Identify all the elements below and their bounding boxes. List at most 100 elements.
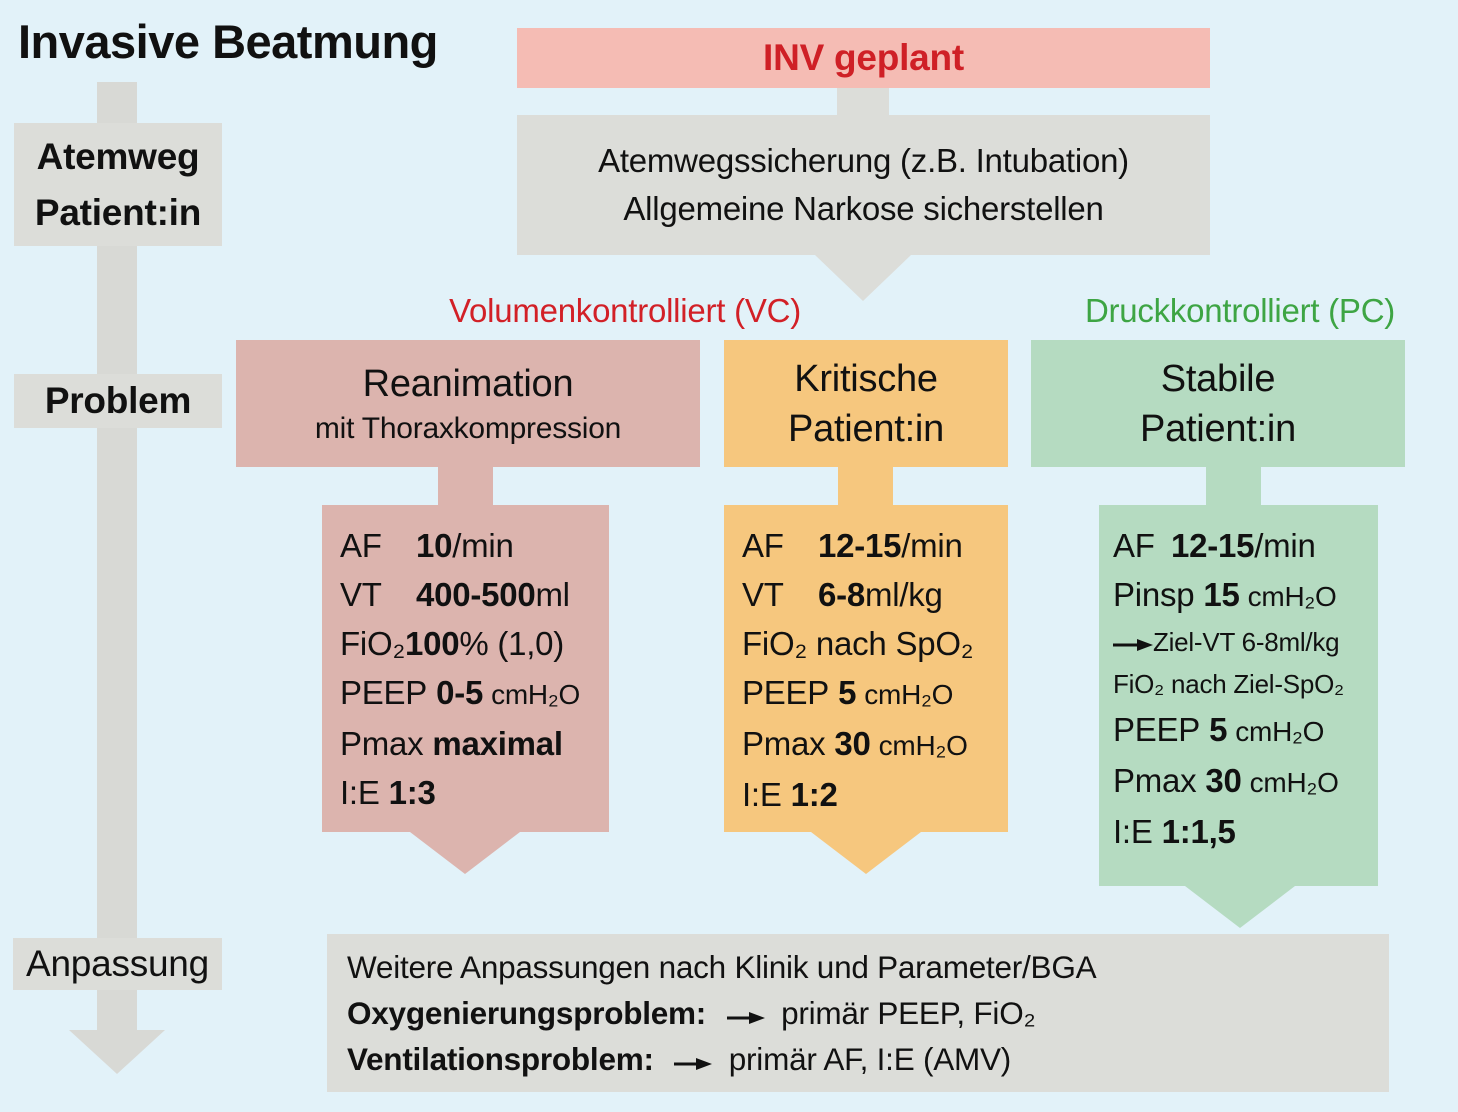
stat-row: FiO₂100% (1,0) <box>340 619 609 668</box>
stat-name: Pmax <box>340 725 424 762</box>
down-arrow-icon <box>815 255 911 301</box>
stat-value: 1:1,5 <box>1161 813 1236 850</box>
ventilation-text: primär AF, I:E (AMV) <box>728 1041 1012 1077</box>
column-critical-values: AF 12-15/min VT 6-8ml/kg FiO₂ nach SpO₂ PE… <box>724 505 1008 832</box>
adjustment-oxygenation-line: Oxygenierungsproblem: primär PEEP, FiO₂ <box>347 990 1389 1036</box>
stat-unit: /min <box>1254 527 1316 564</box>
stat-name: Pmax <box>742 725 826 762</box>
oxygenation-label: Oxygenierungsproblem: <box>347 995 707 1031</box>
stat-value: 15 <box>1203 576 1240 613</box>
airway-securing-box: Atemwegssicherung (z.B. Intubation) Allg… <box>517 115 1210 255</box>
stat-unit: % (1,0) <box>459 625 565 662</box>
stat-name: PEEP <box>340 674 428 711</box>
stat-value: 1:2 <box>790 776 838 813</box>
stat-value: 0-5 <box>436 674 484 711</box>
stat-name: Pinsp <box>1113 576 1195 613</box>
column-critical-title: Kritische <box>794 357 938 400</box>
stat-name: AF <box>340 527 382 564</box>
stat-name: AF <box>1113 527 1155 564</box>
airway-securing-line1: Atemwegssicherung (z.B. Intubation) <box>598 142 1129 179</box>
stat-value: 30 <box>834 725 871 762</box>
stat-row: FiO₂ nach Ziel-SpO₂ <box>1113 663 1378 705</box>
stat-unit: /min <box>452 527 514 564</box>
column-stable-header: Stabile Patient:in <box>1031 340 1405 467</box>
stat-name: I:E <box>1113 813 1153 850</box>
oxygenation-text: primär PEEP, FiO₂ <box>781 995 1036 1031</box>
stat-name: I:E <box>340 774 380 811</box>
stat-row: AF 12-15/min <box>742 521 1008 570</box>
arrow-right-icon <box>726 1012 765 1024</box>
column-reanimation-title: Reanimation <box>362 362 574 405</box>
stat-unit: cmH₂O <box>1249 767 1339 798</box>
column-critical-subtitle: Patient:in <box>787 407 945 450</box>
stat-unit: ml/kg <box>864 576 943 613</box>
stat-value: 5 <box>838 674 857 711</box>
column-stable-values: AF 12-15/min Pinsp 15 cmH₂O Ziel-VT 6-8ml/k… <box>1099 505 1378 886</box>
stat-unit: cmH₂O <box>864 679 954 710</box>
inv-planned-box: INV geplant <box>517 28 1210 88</box>
timeline-arrow-head-icon <box>69 1030 165 1074</box>
stat-name: PEEP <box>742 674 830 711</box>
stat-row: AF 10/min <box>340 521 609 570</box>
stat-name: FiO₂ nach SpO₂ <box>742 625 974 662</box>
stat-row: I:E 1:3 <box>340 768 609 817</box>
stat-value: 12-15 <box>1171 527 1255 564</box>
stat-unit: /min <box>901 527 963 564</box>
page-title: Invasive Beatmung <box>18 15 438 68</box>
stat-unit: cmH₂O <box>1235 716 1325 747</box>
arrow-right-icon <box>674 1058 713 1070</box>
stat-unit: cmH₂O <box>1247 581 1337 612</box>
heading-pressure-controlled: Druckkontrolliert (PC) <box>1084 292 1396 329</box>
stat-row: VT 400-500ml <box>340 570 609 619</box>
stat-name: FiO₂ <box>340 625 406 662</box>
stat-row: PEEP 5 cmH₂O <box>1113 705 1378 756</box>
stat-row: Pmax 30 cmH₂O <box>1113 756 1378 807</box>
stat-value: 100 <box>405 625 460 662</box>
connector-stable <box>1206 467 1261 505</box>
arrow-right-icon <box>1113 639 1153 651</box>
stat-row: Pinsp 15 cmH₂O <box>1113 570 1378 621</box>
rail-label-airway-line2: Patient:in <box>34 191 202 233</box>
rail-label-problem-text: Problem <box>44 380 192 421</box>
connector-critical <box>838 467 893 505</box>
adjustment-line1: Weitere Anpassungen nach Klinik und Para… <box>347 949 1097 985</box>
rail-label-airway: Atemweg Patient:in <box>14 123 222 246</box>
stat-row: PEEP 0-5 cmH₂O <box>340 668 609 719</box>
stat-row: FiO₂ nach SpO₂ <box>742 619 1008 668</box>
connector-reanimation <box>438 467 493 505</box>
adjustment-box: Weitere Anpassungen nach Klinik und Para… <box>327 934 1389 1092</box>
stat-value: maximal <box>432 725 563 762</box>
stat-value: 400-500 <box>416 576 536 613</box>
stat-value: 10 <box>416 527 453 564</box>
heading-volume-controlled: Volumenkontrolliert (VC) <box>449 292 801 329</box>
stat-unit: cmH₂O <box>878 730 968 761</box>
stat-row: Pmax maximal <box>340 719 609 768</box>
stat-row: Pmax 30 cmH₂O <box>742 719 1008 770</box>
column-reanimation-header: Reanimation mit Thoraxkompression <box>236 340 700 467</box>
stat-value: 1:3 <box>388 774 436 811</box>
column-reanimation-subtitle: mit Thoraxkompression <box>314 411 622 445</box>
rail-label-airway-line1: Atemweg <box>36 135 200 177</box>
stat-name: Pmax <box>1113 762 1197 799</box>
stat-name: FiO₂ nach Ziel-SpO₂ <box>1113 669 1344 699</box>
stat-row: Ziel-VT 6-8ml/kg <box>1113 621 1378 663</box>
stat-value: 6-8 <box>818 576 865 613</box>
stat-row: VT 6-8ml/kg <box>742 570 1008 619</box>
stat-value: 12-15 <box>818 527 902 564</box>
down-arrow-icon <box>811 832 921 874</box>
rail-label-adjustment-text: Anpassung <box>26 943 209 984</box>
airway-securing-line2: Allgemeine Narkose sicherstellen <box>623 190 1104 227</box>
stat-name: VT <box>340 576 382 613</box>
stat-name: AF <box>742 527 784 564</box>
column-reanimation-values: AF 10/min VT 400-500ml FiO₂100% (1,0) PEEP… <box>322 505 609 832</box>
stat-unit: cmH₂O <box>491 679 581 710</box>
stat-row: I:E 1:1,5 <box>1113 807 1378 856</box>
down-arrow-icon <box>410 832 520 874</box>
ventilation-label: Ventilationsproblem: <box>347 1041 654 1077</box>
stat-value: 30 <box>1205 762 1242 799</box>
column-critical-header: Kritische Patient:in <box>724 340 1008 467</box>
rail-label-adjustment: Anpassung <box>13 938 222 990</box>
stat-name: PEEP <box>1113 711 1201 748</box>
inv-planned-text: INV geplant <box>763 37 964 78</box>
